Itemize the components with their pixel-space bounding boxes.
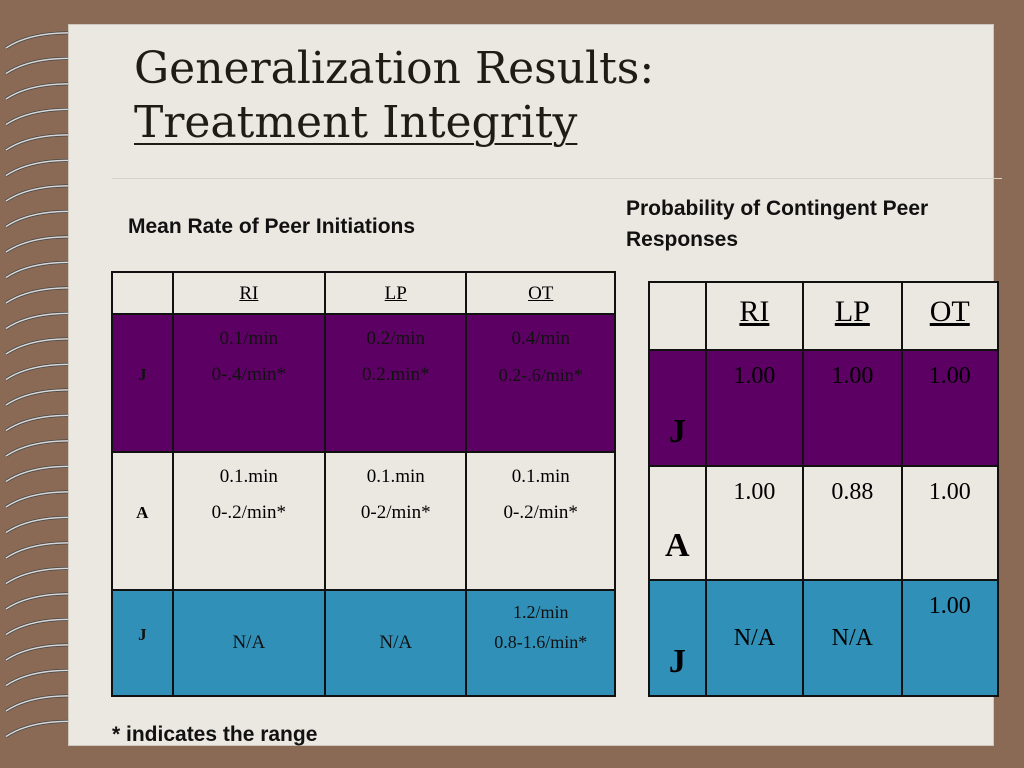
peer-initiations-table: RI LP OT J 0.1/min 0-.4/min* 0.2/min 0.2.m… <box>111 271 616 697</box>
table-row: A 0.1.min 0-.2/min* 0.1.min 0-2/min* 0.1.m… <box>111 451 616 591</box>
table-cell: 1.00 <box>900 465 1000 581</box>
right-table-caption: Probability of Contingent Peer Responses <box>626 197 929 251</box>
title-line-1: Generalization Results: <box>134 43 655 94</box>
table-cell: 0.88 <box>802 465 903 581</box>
row-label: J <box>648 349 707 467</box>
table-header-cell: OT <box>900 281 1000 351</box>
table-cell: 0.2/min 0.2.min* <box>324 313 468 453</box>
row-label: J <box>648 579 707 697</box>
table-cell: 1.2/min 0.8-1.6/min* <box>465 589 616 697</box>
table-row: J N/A N/A 1.00 <box>648 579 1000 697</box>
table-header-cell <box>111 271 174 315</box>
table-header-cell: LP <box>802 281 903 351</box>
table-cell: 0.1.min 0-2/min* <box>324 451 468 591</box>
title-line-2: Treatment Integrity <box>134 97 578 148</box>
table-cell: 0.1.min 0-.2/min* <box>465 451 616 591</box>
title-divider <box>112 178 1002 179</box>
table-cell: N/A <box>802 579 903 697</box>
row-label: J <box>111 589 174 697</box>
table-header-cell: RI <box>171 271 327 315</box>
table-cell: 1.00 <box>704 465 805 581</box>
table-header-cell: OT <box>465 271 616 315</box>
table-cell: 0.1/min 0-.4/min* <box>171 313 327 453</box>
table-row: J 1.00 1.00 1.00 <box>648 349 1000 467</box>
table-cell: N/A <box>171 589 327 697</box>
table-cell: 1.00 <box>704 349 805 467</box>
table-row: J N/A N/A 1.2/min 0.8-1.6/min* <box>111 589 616 697</box>
contingent-responses-table: RI LP OT J 1.00 1.00 1.00 A 1.00 0.88 1.… <box>648 281 1000 697</box>
row-label: J <box>111 313 174 453</box>
table-cell: 1.00 <box>900 579 1000 697</box>
table-row: J 0.1/min 0-.4/min* 0.2/min 0.2.min* 0.4/m… <box>111 313 616 453</box>
table-header-cell <box>648 281 707 351</box>
table-cell: N/A <box>704 579 805 697</box>
row-label: A <box>111 451 174 591</box>
table-header-cell: LP <box>324 271 468 315</box>
left-table-caption: Mean Rate of Peer Initiations <box>128 215 416 238</box>
table-cell: 0.1.min 0-.2/min* <box>171 451 327 591</box>
table-cell: 1.00 <box>900 349 1000 467</box>
footnote: * indicates the range <box>112 723 318 746</box>
table-cell: 0.4/min 0.2-.6/min* <box>465 313 616 453</box>
table-cell: N/A <box>324 589 468 697</box>
table-row: A 1.00 0.88 1.00 <box>648 465 1000 581</box>
slide-title: Generalization Results: Treatment Integr… <box>134 42 654 150</box>
row-label: A <box>648 465 707 581</box>
table-header-cell: RI <box>704 281 805 351</box>
table-cell: 1.00 <box>802 349 903 467</box>
